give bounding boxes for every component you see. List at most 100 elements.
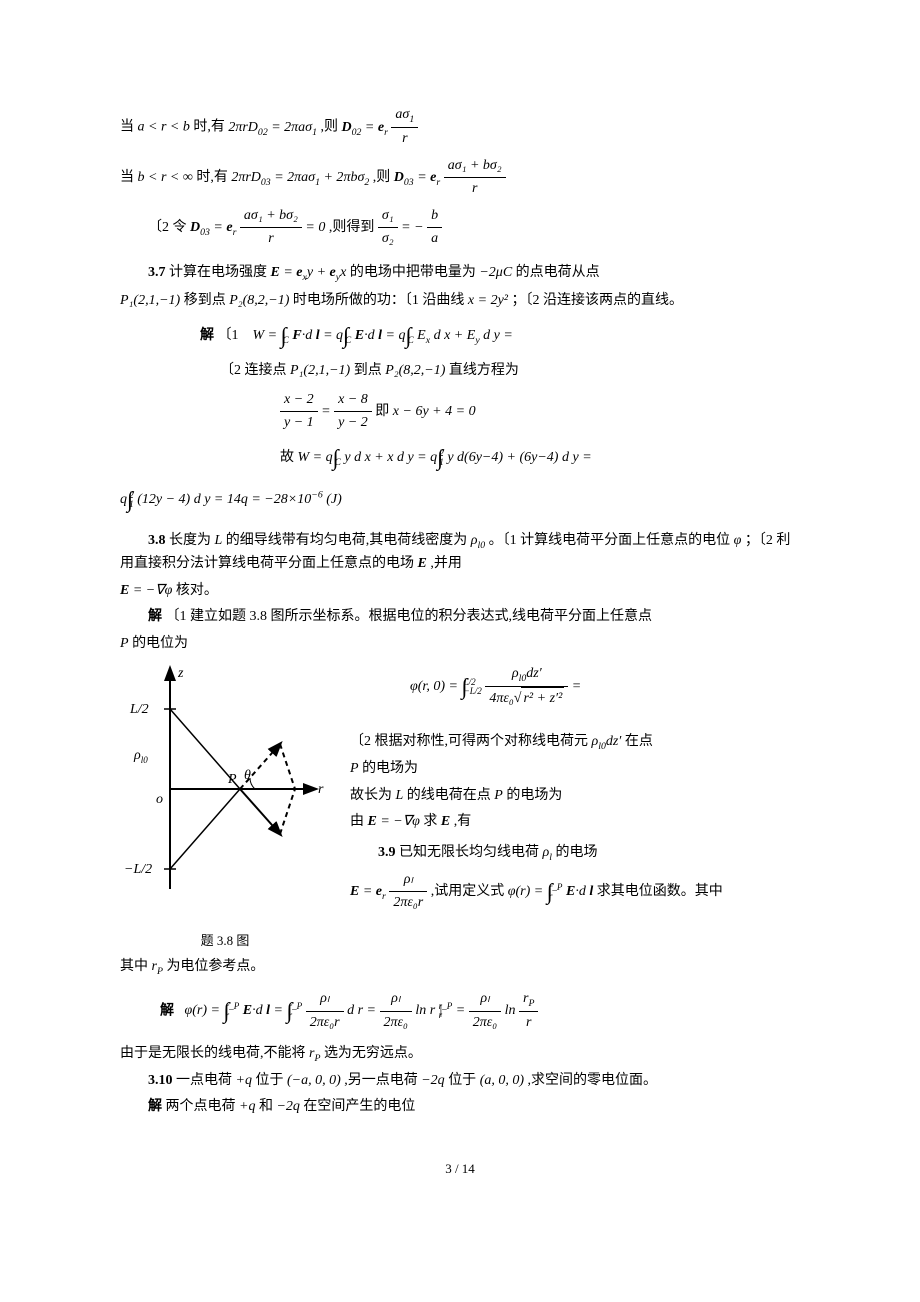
txt: 到点 <box>354 363 382 378</box>
txt: 两个点电荷 <box>166 1099 236 1114</box>
txt: 故 <box>280 450 294 465</box>
sol-3-9: 解 φ(r) = ∫r_Pr E·d l = ∫r_Pr ρₗ2πε₀r d r… <box>160 988 800 1035</box>
pt: P₂(8,2,−1) <box>229 293 289 308</box>
eq-phi: φ(r, 0) = ∫L/2−L/2 ρl0dz′ 4πε₀√r² + z′² … <box>410 663 800 711</box>
rp: rP <box>152 959 163 974</box>
txt: 求 <box>423 814 437 829</box>
txt: 〔2 根据对称性,可得两个对称线电荷元 <box>350 734 588 749</box>
txt: 〔1 建立如题 3.8 图所示坐标系。根据电位的积分表达式,线电荷平分面上任意点 <box>166 609 653 624</box>
txt: 移到点 <box>184 293 226 308</box>
txt: 的点电荷从点 <box>516 265 600 280</box>
eq: q∫21 (12y − 4) d y = 14q = −28×10−6 (J) <box>120 492 342 507</box>
eq2: σ₁σ₂ = − ba <box>378 220 442 235</box>
sol-3-7-line-eq: x − 2y − 1 = x − 8y − 2 即 x − 6y + 4 = 0 <box>280 389 800 435</box>
txt: 当 <box>120 170 134 185</box>
txt: 〔2 令 <box>148 220 187 235</box>
eq: E = −∇φ <box>368 814 420 829</box>
diagram-svg: z r L/2 −L/2 ρl0 o P θ <box>120 659 330 919</box>
problem-3-7: 3.7 计算在电场强度 E = exy + eyx 的电场中把带电量为 −2μC… <box>120 262 800 285</box>
P: P <box>120 636 129 651</box>
txt: 选为无穷远点。 <box>324 1046 422 1061</box>
txt: 时,有 <box>196 170 228 185</box>
txt: 的细导线带有均匀电荷,其电荷线密度为 <box>226 533 468 548</box>
figure-3-8-text: φ(r, 0) = ∫L/2−L/2 ρl0dz′ 4πε₀√r² + z′² … <box>350 663 800 915</box>
txt: ,则 <box>321 120 339 135</box>
rho: ρl <box>543 845 552 860</box>
rp: rP <box>309 1046 320 1061</box>
txt: 的电场中把带电量为 <box>350 265 476 280</box>
txt: 在空间产生的电位 <box>303 1099 415 1114</box>
eq: W = ∫ C F·d l = q∫ C E·d l = q∫ C Ex d x… <box>253 328 513 343</box>
eq: D03 = er aσ₁ + bσ₂r = 0 <box>190 220 329 235</box>
txt: 的电场为 <box>362 761 418 776</box>
txt: 当 <box>120 120 134 135</box>
pt: (−a, 0, 0) <box>287 1073 341 1088</box>
txt: 时电场所做的功：〔1 沿曲线 <box>293 293 465 308</box>
problem-3-8: 3.8 长度为 L 的细导线带有均匀电荷,其电荷线密度为 ρl0 。〔1 计算线… <box>120 530 800 576</box>
eq: 2πrD02 = 2πaσ1 <box>228 120 320 135</box>
text-38b-1: 〔2 根据对称性,可得两个对称线电荷元 ρl0dz′ 在点 <box>350 731 800 754</box>
txt: 在点 <box>625 734 653 749</box>
sol-3-8: 解 〔1 建立如题 3.8 图所示坐标系。根据电位的积分表达式,线电荷平分面上任… <box>120 606 800 628</box>
problem-3-8-cont: E = −∇φ 核对。 <box>120 580 800 602</box>
txt: ,求空间的零电位面。 <box>528 1073 658 1088</box>
txt: 的电场 <box>555 845 597 860</box>
txt: 直线方程为 <box>449 363 519 378</box>
z-label: z <box>177 666 184 681</box>
P: P <box>350 761 359 776</box>
P: P <box>494 788 503 803</box>
pt: P₁(2,1,−1) <box>290 363 350 378</box>
txt: 〔2 连接点 <box>220 363 287 378</box>
para-cond-2: 当 b < r < ∞ 时,有 2πrD03 = 2πaσ1 + 2πbσ2 ,… <box>120 155 800 201</box>
eq: W = q∫ C y d x + x d y = q∫21 y d(6y−4) … <box>298 450 592 465</box>
eq: E = exy + eyx <box>271 265 350 280</box>
txt: 一点电荷 <box>176 1073 232 1088</box>
figure-3-8: z r L/2 −L/2 ρl0 o P θ <box>120 659 330 952</box>
cond: a < r < b <box>138 120 190 135</box>
txt: 长度为 <box>169 533 211 548</box>
txt: 和 <box>259 1099 273 1114</box>
figure-3-8-block: z r L/2 −L/2 ρl0 o P θ <box>120 659 800 952</box>
q: −2q <box>276 1099 299 1114</box>
prob-label: 3.7 <box>148 265 166 280</box>
text-38b-2: P 的电场为 <box>350 758 800 780</box>
eq: −2μC <box>479 265 512 280</box>
L: L <box>215 533 223 548</box>
para-cond-1: 当 a < r < b 时,有 2πrD02 = 2πaσ1 ,则 D02 = … <box>120 104 800 151</box>
eq: φ(r) = ∫r_Pr E·d l = ∫r_Pr ρₗ2πε₀r d r =… <box>185 1003 539 1018</box>
eq2: D03 = er aσ₁ + bσ₂r <box>394 170 506 185</box>
eq: E = er ρₗ2πε₀r <box>350 884 431 899</box>
pt: (a, 0, 0) <box>480 1073 524 1088</box>
E: E <box>418 556 427 571</box>
txt: 由于是无限长的线电荷,不能将 <box>120 1046 306 1061</box>
text-38b-3: 故长为 L 的线电荷在点 P 的电场为 <box>350 785 800 807</box>
sol-label: 解 <box>160 1003 174 1018</box>
eq: x − 2y − 1 = x − 8y − 2 <box>280 404 375 419</box>
txt: 的电场为 <box>506 788 562 803</box>
E: E <box>441 814 450 829</box>
rho: ρl0 <box>471 533 485 548</box>
txt: 时,有 <box>193 120 225 135</box>
sol-3-7-w-eq: 故 W = q∫ C y d x + x d y = q∫21 y d(6y−4… <box>280 440 800 476</box>
page-number: 3 / 14 <box>120 1159 800 1180</box>
pt: P₁(2,1,−1) <box>120 293 180 308</box>
sol-3-7-part2: 〔2 连接点 P₁(2,1,−1) 到点 P₂(8,2,−1) 直线方程为 <box>220 360 800 382</box>
eq: φ(r, 0) = ∫L/2−L/2 ρl0dz′ 4πε₀√r² + z′² … <box>410 679 581 694</box>
txt: ,则 <box>373 170 391 185</box>
sol-label: 解 <box>200 328 214 343</box>
txt: 的线电荷在点 <box>407 788 491 803</box>
problem-3-9-cont: 其中 rP 为电位参考点。 <box>120 956 800 979</box>
problem-3-9-eq: E = er ρₗ2πε₀r ,试用定义式 φ(r) = ∫r_Pr E·d l… <box>350 869 800 915</box>
q: +q <box>239 1099 255 1114</box>
txt: ,试用定义式 <box>431 884 505 899</box>
sol-3-10: 解 两个点电荷 +q 和 −2q 在空间产生的电位 <box>120 1096 800 1118</box>
txt: ,有 <box>454 814 472 829</box>
prob-label: 3.8 <box>148 533 166 548</box>
txt: 位于 <box>255 1073 283 1088</box>
eq2: φ(r) = ∫r_Pr E·d l <box>508 884 597 899</box>
q: +q <box>236 1073 252 1088</box>
txt: 已知无限长均匀线电荷 <box>399 845 539 860</box>
pt: P₂(8,2,−1) <box>385 363 445 378</box>
eq: x − 6y + 4 = 0 <box>393 404 476 419</box>
eq: E = −∇φ <box>120 583 172 598</box>
